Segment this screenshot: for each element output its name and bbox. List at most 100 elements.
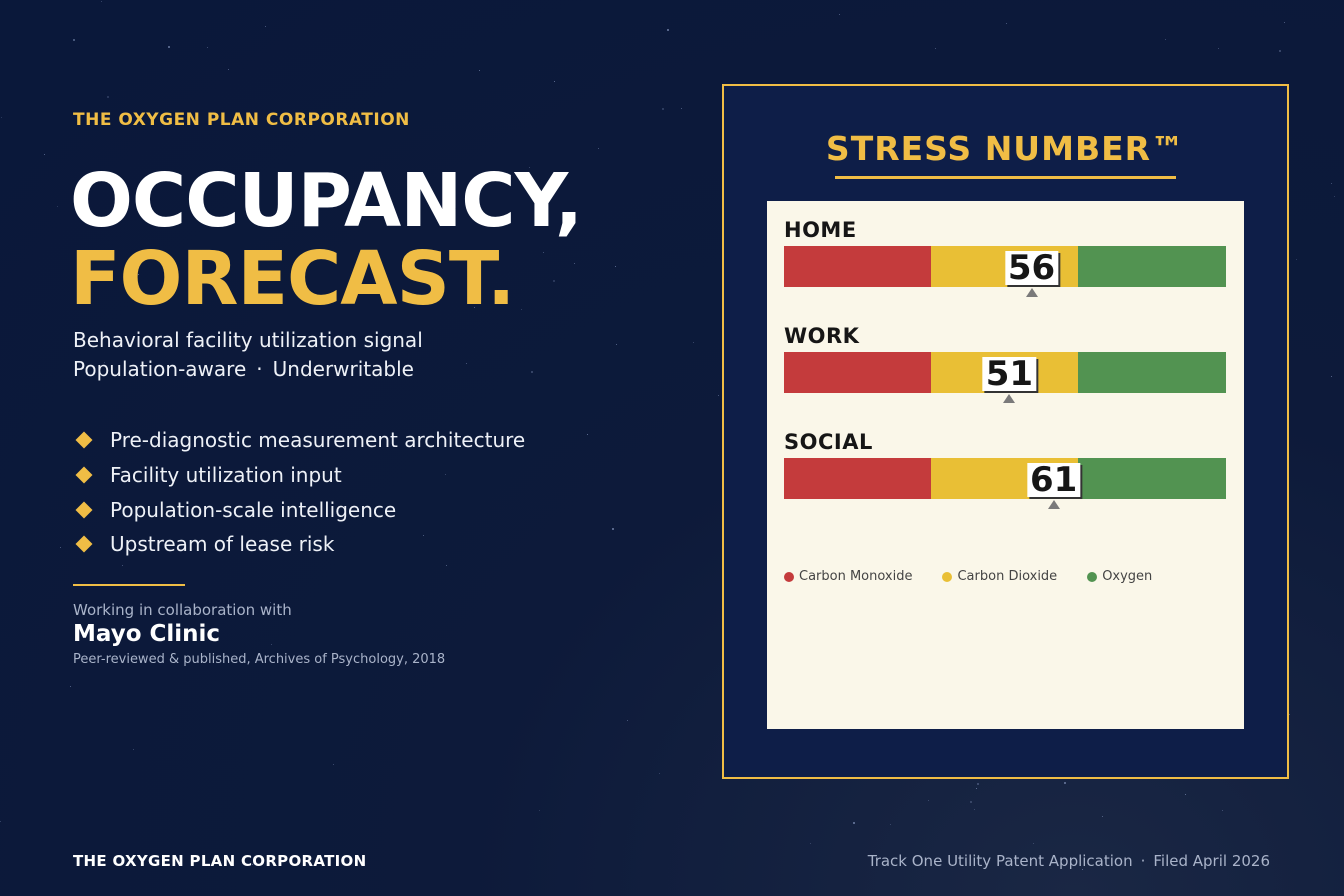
star-dot [168, 46, 170, 48]
star-dot [553, 280, 555, 282]
star-dot [57, 206, 58, 207]
feature-text: Population-scale intelligence [110, 497, 397, 522]
star-dot [693, 342, 694, 343]
star-dot [615, 266, 616, 267]
legend-label: Oxygen [1102, 569, 1153, 584]
footer-filed-date: Filed April 2026 [1153, 852, 1270, 870]
footer-patent-type: Track One Utility Patent Application [867, 852, 1133, 870]
star-dot [531, 371, 533, 373]
star-dot [539, 810, 540, 811]
subtitle-line-2: Population-aware · Underwritable [73, 357, 414, 381]
star-dot [587, 434, 588, 435]
star-dot [662, 108, 664, 110]
star-dot [60, 547, 61, 548]
star-dot [659, 773, 660, 774]
feature-text: Facility utilization input [110, 463, 342, 488]
feature-item: Upstream of lease risk [73, 527, 525, 562]
diamond-bullet-icon [75, 431, 93, 449]
subtitle-line-1: Behavioral facility utilization signal [73, 328, 423, 352]
star-dot [1296, 259, 1297, 260]
gauge-label: WORK [784, 324, 860, 348]
diamond-bullet-icon [75, 501, 93, 519]
star-dot [1222, 810, 1223, 811]
star-dot [810, 843, 811, 844]
star-dot [1331, 183, 1332, 184]
oxygen-segment [1078, 246, 1226, 287]
footer-brand: THE OXYGEN PLAN CORPORATION [73, 852, 367, 870]
star-dot [333, 764, 334, 765]
star-dot [543, 252, 544, 253]
gauge-score: 61 [1026, 463, 1081, 497]
feature-list: Pre-diagnostic measurement architecture … [73, 423, 525, 562]
panel-title: STRESS NUMBER™ [825, 129, 1186, 168]
legend-swatch-icon [942, 571, 953, 582]
star-dot [667, 29, 669, 31]
publication-citation: Peer-reviewed & published, Archives of P… [73, 652, 446, 667]
gauge-card: HOME 56 WORK 51 SOCIAL [767, 201, 1244, 729]
footer-filing-info: Track One Utility Patent Application · Fil… [868, 852, 1270, 870]
star-dot [133, 749, 134, 750]
star-dot [574, 263, 575, 264]
star-dot [1033, 843, 1034, 844]
star-dot [0, 821, 1, 822]
star-dot [1331, 376, 1332, 377]
star-dot [1284, 22, 1285, 23]
legend-item-carbon-monoxide: Carbon Monoxide [784, 569, 912, 584]
feature-item: Pre-diagnostic measurement architecture [73, 423, 525, 458]
gauge-label: HOME [784, 218, 857, 242]
star-dot [1006, 23, 1007, 24]
section-divider [73, 584, 185, 586]
gauge-row-social: SOCIAL 61 [784, 430, 1226, 525]
star-dot [890, 824, 891, 825]
star-dot [977, 783, 979, 785]
gauge-score: 56 [1004, 251, 1059, 285]
star-dot [446, 565, 447, 566]
gauge-row-home: HOME 56 [784, 218, 1226, 313]
star-dot [479, 70, 480, 71]
star-dot [1102, 816, 1103, 817]
diamond-bullet-icon [75, 466, 93, 484]
gauge-score: 51 [982, 357, 1037, 391]
diamond-bullet-icon [75, 535, 93, 553]
star-dot [73, 39, 75, 41]
brand-kicker: THE OXYGEN PLAN CORPORATION [73, 110, 410, 130]
star-dot [1279, 50, 1281, 52]
star-dot [1165, 39, 1166, 40]
feature-text: Pre-diagnostic measurement architecture [110, 428, 526, 453]
star-dot [521, 309, 522, 310]
star-dot [1334, 196, 1335, 197]
star-dot [228, 69, 229, 70]
star-dot [718, 395, 719, 396]
star-dot [101, 1, 102, 2]
legend-label: Carbon Dioxide [957, 569, 1058, 584]
gauge-legend: Carbon Monoxide Carbon Dioxide Oxygen [784, 569, 1182, 584]
subtitle-population-aware: Population-aware [73, 357, 247, 381]
star-dot [598, 148, 599, 149]
gauge-label: SOCIAL [784, 430, 873, 454]
footer-separator: · [1140, 852, 1146, 870]
star-dot [1, 117, 2, 118]
oxygen-segment [1078, 352, 1226, 393]
oxygen-segment [1078, 458, 1226, 499]
star-dot [612, 528, 614, 530]
gauge-row-work: WORK 51 [784, 324, 1226, 419]
legend-item-oxygen: Oxygen [1087, 569, 1152, 584]
subtitle-underwritable: Underwritable [272, 357, 414, 381]
star-dot [122, 565, 123, 566]
star-dot [1218, 48, 1219, 49]
feature-text: Upstream of lease risk [110, 532, 335, 557]
star-dot [976, 788, 977, 789]
star-dot [554, 81, 555, 82]
headline-line-1: OCCUPANCY, [70, 158, 583, 244]
star-dot [928, 800, 929, 801]
star-dot [265, 26, 266, 27]
legend-swatch-icon [784, 571, 794, 582]
subtitle-separator: · [256, 357, 263, 381]
feature-item: Population-scale intelligence [73, 492, 525, 527]
star-dot [616, 344, 617, 345]
star-dot [1185, 794, 1186, 795]
carbon-monoxide-segment [784, 246, 931, 287]
star-dot [271, 644, 272, 645]
star-dot [853, 822, 855, 824]
star-dot [935, 48, 936, 49]
